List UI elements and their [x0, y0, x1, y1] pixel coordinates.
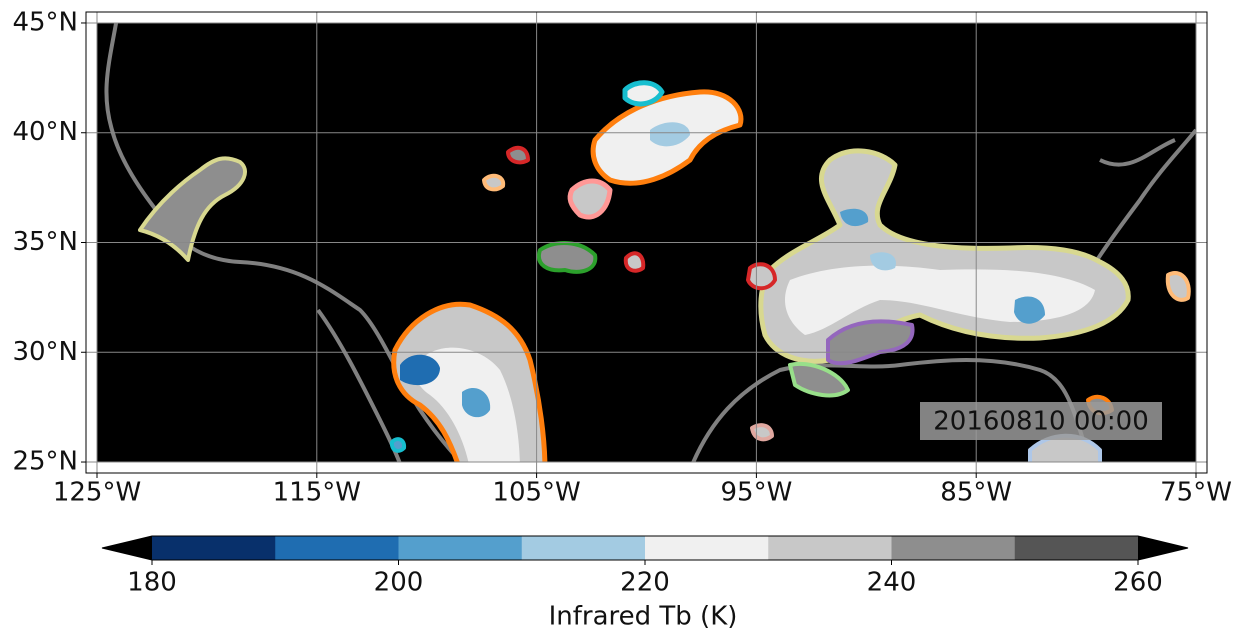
y-tick-label: 30°N	[12, 337, 78, 367]
colorbar-bin	[891, 536, 1016, 560]
colorbar-bin	[768, 536, 892, 560]
colorbar-extend-under	[102, 536, 152, 560]
x-tick-label: 115°W	[273, 478, 361, 508]
x-tick-label: 105°W	[492, 478, 580, 508]
colorbar-label: Infrared Tb (K)	[549, 602, 738, 632]
colorbar-tick-label: 200	[374, 568, 424, 598]
colorbar-tick-label: 260	[1113, 568, 1163, 598]
x-tick-label: 85°W	[940, 478, 1012, 508]
colorbar-bin	[1014, 536, 1139, 560]
colorbar-tick-label: 180	[127, 568, 177, 598]
y-tick-label: 45°N	[12, 7, 78, 37]
y-tick-label: 40°N	[12, 117, 78, 147]
satellite-clouds	[104, 23, 1196, 462]
x-tick-label: 95°W	[721, 478, 793, 508]
colorbar-bin	[152, 536, 276, 560]
colorbar-tick-label: 240	[867, 568, 917, 598]
y-tick-label: 25°N	[12, 447, 78, 477]
colorbar-bin	[275, 536, 399, 560]
timestamp-box	[920, 402, 1162, 440]
colorbar-extend-over	[1138, 536, 1188, 560]
y-tick-label: 35°N	[12, 227, 78, 257]
timestamp: 20160810 00:00	[933, 407, 1149, 437]
colorbar-bin	[398, 536, 523, 560]
colorbar-tick-label: 220	[620, 568, 670, 598]
x-tick-label: 75°W	[1160, 478, 1232, 508]
colorbar-bin	[645, 536, 769, 560]
x-tick-label: 125°W	[53, 478, 141, 508]
colorbar-bin	[521, 536, 646, 560]
